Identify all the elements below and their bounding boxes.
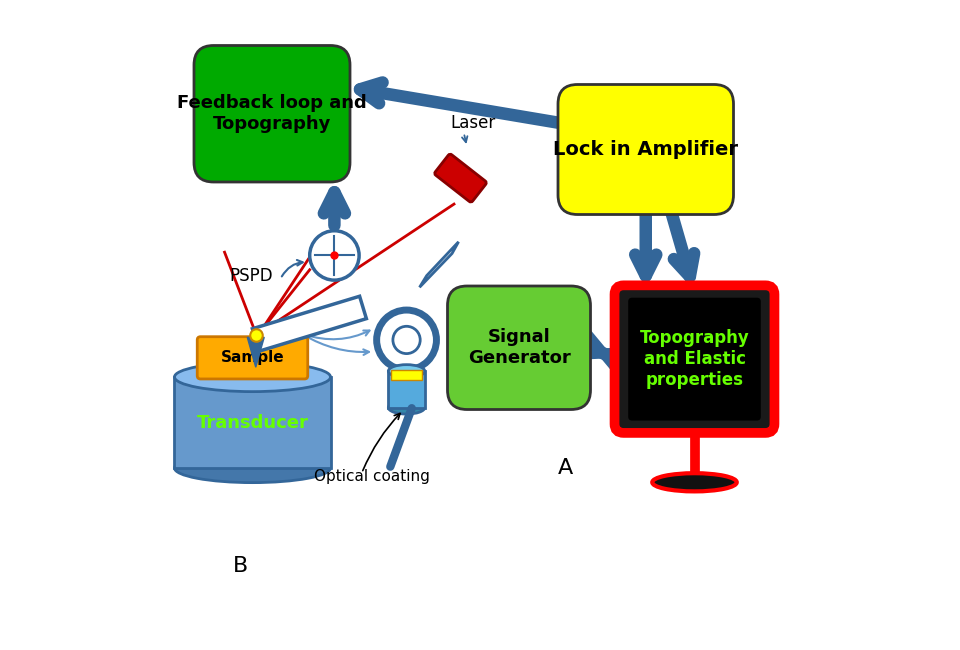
Polygon shape — [420, 242, 459, 287]
Text: Feedback loop and
Topography: Feedback loop and Topography — [178, 94, 367, 133]
FancyBboxPatch shape — [628, 298, 761, 421]
Bar — [175, 377, 330, 468]
FancyBboxPatch shape — [614, 285, 775, 433]
Ellipse shape — [389, 401, 424, 414]
Text: B: B — [233, 556, 249, 576]
Text: Optical coating: Optical coating — [314, 469, 430, 484]
Bar — [391, 370, 422, 380]
FancyBboxPatch shape — [447, 286, 590, 410]
Polygon shape — [252, 296, 367, 351]
Text: PSPD: PSPD — [229, 267, 274, 285]
Text: Topography
and Elastic
properties: Topography and Elastic properties — [639, 330, 750, 389]
Polygon shape — [248, 337, 264, 367]
Ellipse shape — [652, 473, 736, 491]
Text: Signal
Generator: Signal Generator — [468, 328, 570, 367]
Ellipse shape — [175, 454, 330, 482]
FancyBboxPatch shape — [194, 46, 350, 182]
Text: Transducer: Transducer — [197, 413, 308, 432]
Ellipse shape — [175, 363, 330, 391]
FancyBboxPatch shape — [197, 337, 308, 379]
Bar — [389, 371, 424, 408]
Text: Sample: Sample — [221, 350, 284, 365]
FancyBboxPatch shape — [558, 84, 733, 214]
Ellipse shape — [389, 365, 424, 378]
Ellipse shape — [310, 231, 359, 280]
FancyBboxPatch shape — [435, 154, 487, 202]
Text: Laser: Laser — [451, 114, 496, 132]
Text: Lock in Amplifier: Lock in Amplifier — [553, 140, 738, 159]
Text: A: A — [558, 458, 573, 478]
